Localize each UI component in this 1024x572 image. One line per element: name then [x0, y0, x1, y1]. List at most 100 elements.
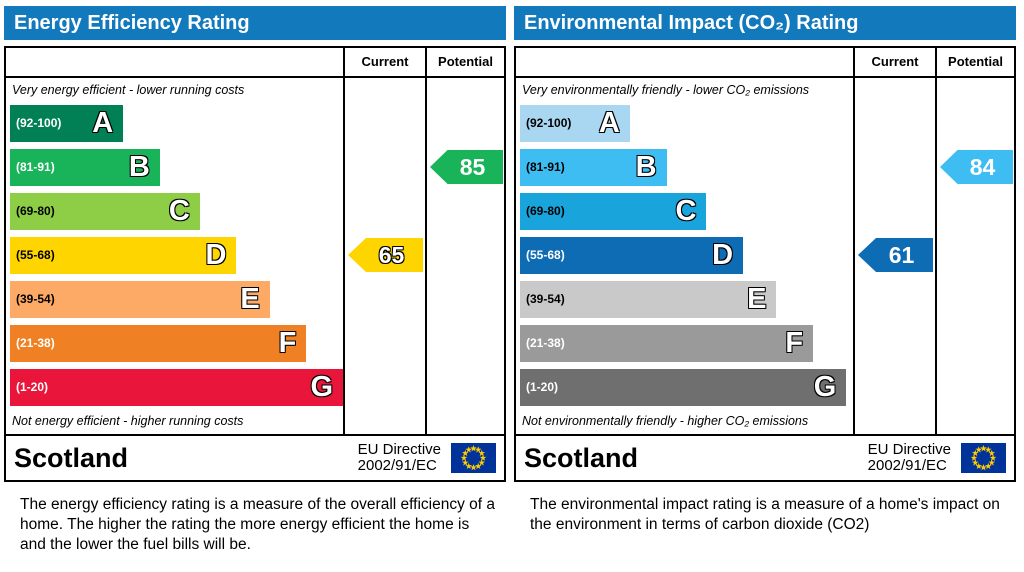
potential-column-header: Potential — [935, 48, 1014, 76]
band-letter: F — [278, 326, 297, 359]
band-a: (92-100) A — [10, 104, 124, 142]
potential-value-column: 85 — [425, 78, 504, 434]
band-column-header — [6, 48, 343, 76]
energy-rating-table: Current Potential Very energy efficient … — [4, 46, 506, 482]
band-row: (1-20) G — [516, 365, 853, 409]
eu-flag — [451, 443, 496, 473]
band-range: (39-54) — [16, 292, 55, 306]
band-range: (21-38) — [16, 336, 55, 350]
band-range: (1-20) — [16, 380, 49, 394]
potential-column-header: Potential — [425, 48, 504, 76]
energy-description-text: The energy efficiency rating is a measur… — [20, 496, 496, 554]
band-range: (55-68) — [16, 248, 55, 262]
band-row: (1-20) G — [6, 365, 343, 409]
band-letter: D — [712, 238, 734, 271]
band-c: (69-80) C — [520, 192, 707, 230]
current-rating-value: 61 — [888, 241, 915, 268]
band-range: (81-91) — [16, 160, 55, 174]
band-range: (39-54) — [526, 292, 565, 306]
top-note: Very energy efficient - lower running co… — [12, 83, 245, 97]
energy-panel-title: Energy Efficiency Rating — [4, 6, 506, 40]
band-range: (92-100) — [526, 116, 572, 130]
energy-bands-area: Very energy efficient - lower running co… — [6, 78, 343, 434]
bottom-note: Not energy efficient - higher running co… — [12, 414, 244, 428]
current-rating-arrow: 65 — [348, 238, 423, 272]
band-range: (21-38) — [526, 336, 565, 350]
column-header-row: Current Potential — [6, 48, 504, 78]
band-letter: G — [813, 370, 837, 403]
eu-directive-line2: 2002/91/EC — [867, 457, 947, 474]
potential-rating-value: 84 — [969, 153, 996, 180]
band-row: (39-54) E — [516, 277, 853, 321]
band-range: (81-91) — [526, 160, 565, 174]
potential-value-column: 84 — [935, 78, 1014, 434]
band-range: (55-68) — [526, 248, 565, 262]
band-letter: G — [310, 370, 333, 403]
band-letter: E — [747, 282, 767, 315]
band-range: (92-100) — [16, 116, 62, 130]
band-row: (55-68) D — [516, 233, 853, 277]
band-row: (92-100) A — [516, 101, 853, 145]
bottom-note: Not environmentally friendly - higher CO… — [522, 414, 809, 428]
band-row: (92-100) A — [6, 101, 343, 145]
environmental-description-text: The environmental impact rating is a mea… — [530, 496, 1000, 534]
band-g: (1-20) G — [520, 368, 847, 406]
current-rating-value: 65 — [378, 241, 405, 268]
table-footer: Scotland EU Directive 2002/91/EC — [516, 436, 1014, 480]
band-range: (69-80) — [526, 204, 565, 218]
band-row: (69-80) C — [6, 189, 343, 233]
environmental-rating-table: Current Potential Very environmentally f… — [514, 46, 1016, 482]
band-letter: A — [92, 106, 114, 139]
band-column-header — [516, 48, 853, 76]
eu-directive-label: EU Directive 2002/91/EC — [357, 441, 441, 474]
band-row: (81-91) B — [6, 145, 343, 189]
band-row: (81-91) B — [516, 145, 853, 189]
energy-efficiency-panel: Energy Efficiency Rating Current Potenti… — [4, 6, 506, 572]
energy-chart-body: Very energy efficient - lower running co… — [6, 78, 504, 436]
band-row: (39-54) E — [6, 277, 343, 321]
eu-directive-line1: EU Directive — [867, 440, 951, 458]
band-b: (81-91) B — [520, 148, 667, 186]
band-range: (1-20) — [526, 380, 559, 394]
region-label: Scotland — [14, 442, 129, 473]
band-letter: A — [598, 106, 620, 139]
region-label: Scotland — [524, 442, 639, 473]
potential-rating-arrow: 84 — [940, 150, 1013, 184]
potential-rating-value: 85 — [459, 153, 486, 180]
environmental-chart-body: Very environmentally friendly - lower CO… — [516, 78, 1014, 436]
current-value-column: 65 — [343, 78, 425, 434]
panel-title-text: Environmental Impact (CO₂) Rating — [524, 12, 859, 34]
band-row: (21-38) F — [516, 321, 853, 365]
top-note: Very environmentally friendly - lower CO… — [522, 83, 810, 97]
band-f: (21-38) F — [10, 324, 307, 362]
band-row: (21-38) F — [6, 321, 343, 365]
current-rating-arrow: 61 — [858, 238, 933, 272]
environmental-panel-title: Environmental Impact (CO₂) Rating — [514, 6, 1016, 40]
band-range: (69-80) — [16, 204, 55, 218]
band-letter: E — [240, 282, 260, 315]
band-b: (81-91) B — [10, 148, 160, 186]
band-letter: F — [785, 326, 804, 359]
band-d: (55-68) D — [10, 236, 237, 274]
current-column-header: Current — [343, 48, 425, 76]
band-letter: B — [128, 150, 150, 183]
column-header-row: Current Potential — [516, 48, 1014, 78]
band-row: (55-68) D — [6, 233, 343, 277]
table-footer: Scotland EU Directive 2002/91/EC — [6, 436, 504, 480]
band-letter: C — [675, 194, 697, 227]
eu-directive-line2: 2002/91/EC — [357, 457, 437, 474]
current-column-header: Current — [853, 48, 935, 76]
panel-title-text: Energy Efficiency Rating — [14, 12, 250, 34]
band-a: (92-100) A — [520, 104, 630, 142]
band-c: (69-80) C — [10, 192, 200, 230]
band-letter: D — [205, 238, 227, 271]
band-e: (39-54) E — [520, 280, 777, 318]
band-e: (39-54) E — [10, 280, 270, 318]
band-letter: B — [635, 150, 657, 183]
band-g: (1-20) G — [10, 368, 343, 406]
band-letter: C — [168, 194, 190, 227]
band-row: (69-80) C — [516, 189, 853, 233]
environmental-impact-panel: Environmental Impact (CO₂) Rating Curren… — [514, 6, 1016, 572]
eu-directive-label: EU Directive 2002/91/EC — [867, 440, 951, 474]
